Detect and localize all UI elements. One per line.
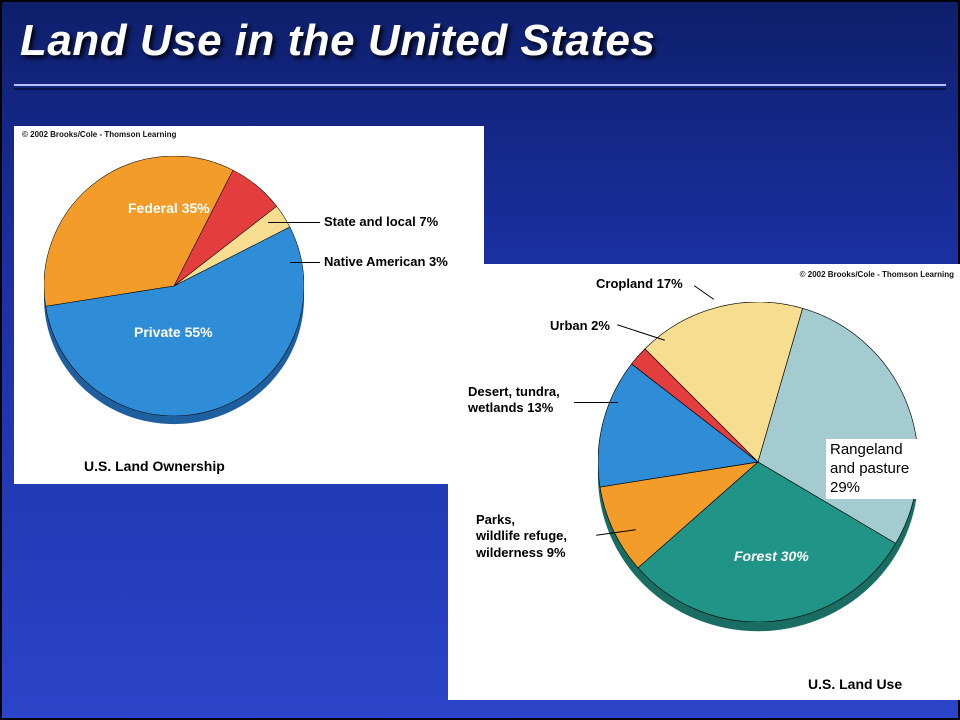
landuse-label-cropland: Cropland 17% [596, 276, 683, 292]
landuse-copyright: © 2002 Brooks/Cole - Thomson Learning [800, 270, 954, 279]
ownership-copyright: © 2002 Brooks/Cole - Thomson Learning [22, 130, 176, 139]
landuse-chart-title: U.S. Land Use [808, 676, 902, 692]
page-title: Land Use in the United States [20, 16, 655, 66]
landuse-label-desert: Desert, tundra, wetlands 13% [468, 384, 560, 417]
leader-state-local [268, 222, 320, 223]
ownership-label-state-local: State and local 7% [324, 214, 438, 230]
leader-native [290, 262, 320, 263]
landuse-label-forest: Forest 30% [734, 548, 809, 565]
slide-root: Land Use in the United States © 2002 Bro… [0, 0, 960, 720]
leader-desert [574, 402, 618, 403]
ownership-label-native: Native American 3% [324, 254, 448, 270]
ownership-chart-panel: © 2002 Brooks/Cole - Thomson Learning Fe… [14, 126, 484, 484]
ownership-chart-title: U.S. Land Ownership [84, 458, 225, 474]
ownership-pie [44, 156, 304, 416]
ownership-label-private: Private 55% [134, 324, 213, 341]
ownership-label-federal: Federal 35% [128, 200, 210, 217]
landuse-label-urban: Urban 2% [550, 318, 610, 334]
leader-cropland [694, 285, 714, 300]
divider-dark [14, 88, 946, 90]
landuse-label-parks: Parks, wildlife refuge, wilderness 9% [476, 512, 567, 561]
divider-light [14, 84, 946, 86]
rangeland-note-text: Rangeland and pasture 29% [830, 441, 909, 496]
rangeland-note-box: Rangeland and pasture 29% [826, 439, 942, 499]
